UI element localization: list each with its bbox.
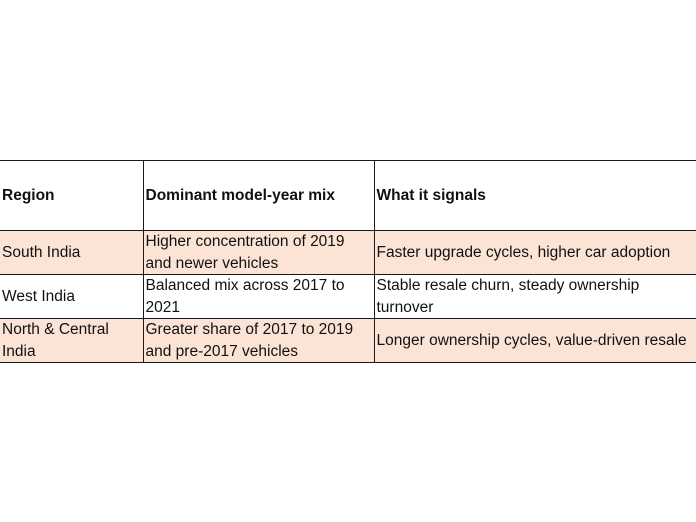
cell-signal: Faster upgrade cycles, higher car adopti… bbox=[373, 230, 696, 275]
header-what-it-signals: What it signals bbox=[373, 160, 696, 231]
region-mix-table: Region Dominant model-year mix What it s… bbox=[0, 160, 696, 363]
table-header-row: Region Dominant model-year mix What it s… bbox=[0, 160, 696, 231]
region-mix-table-container: Region Dominant model-year mix What it s… bbox=[0, 160, 696, 363]
table-row: North & Central India Greater share of 2… bbox=[0, 318, 696, 363]
cell-model-year-mix: Higher concentration of 2019 and newer v… bbox=[142, 230, 375, 275]
cell-signal: Stable resale churn, steady ownership tu… bbox=[373, 274, 696, 319]
cell-region: South India bbox=[0, 230, 144, 275]
header-model-year-mix: Dominant model-year mix bbox=[142, 160, 375, 231]
cell-signal: Longer ownership cycles, value-driven re… bbox=[373, 318, 696, 363]
header-region: Region bbox=[0, 160, 144, 231]
table-row: West India Balanced mix across 2017 to 2… bbox=[0, 274, 696, 319]
cell-region: West India bbox=[0, 274, 144, 319]
cell-model-year-mix: Greater share of 2017 to 2019 and pre-20… bbox=[142, 318, 375, 363]
cell-model-year-mix: Balanced mix across 2017 to 2021 bbox=[142, 274, 375, 319]
table-row: South India Higher concentration of 2019… bbox=[0, 230, 696, 275]
cell-region: North & Central India bbox=[0, 318, 144, 363]
